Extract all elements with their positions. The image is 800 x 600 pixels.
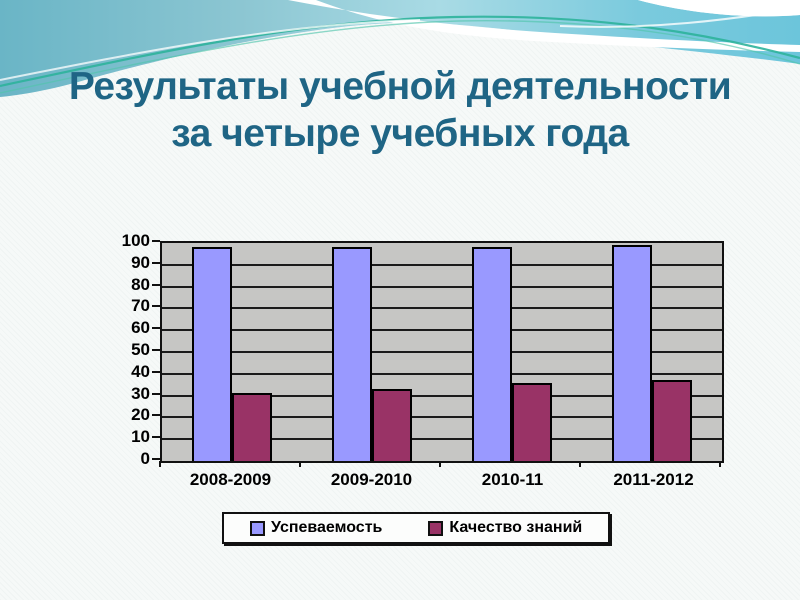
legend-label: Успеваемость (271, 519, 383, 536)
y-axis-tick (152, 458, 160, 460)
category-group (582, 243, 722, 461)
legend-swatch (250, 520, 265, 536)
legend-swatch (428, 520, 444, 536)
slide-title: Результаты учебной деятельности за четыр… (0, 64, 800, 158)
y-axis-tick (152, 349, 160, 351)
y-axis-tick-label: 80 (131, 274, 150, 294)
gridline (162, 372, 722, 375)
bar (472, 247, 512, 461)
y-axis-tick-label: 20 (131, 405, 150, 425)
x-axis-tick (439, 461, 441, 467)
category-group (302, 243, 442, 461)
wave-graphic (0, 0, 800, 97)
legend-item: Успеваемость (250, 519, 382, 537)
x-category-label: 2010-11 (481, 470, 544, 489)
legend-label: Качество знаний (449, 519, 583, 536)
gridline (162, 394, 722, 397)
x-axis-tick (579, 461, 581, 467)
y-axis-tick-label: 10 (131, 427, 150, 447)
green-accent-line-light (0, 20, 800, 94)
gridline (162, 263, 722, 266)
bar (612, 245, 652, 461)
bar (512, 382, 552, 461)
y-axis-tick (152, 327, 160, 330)
slide-title-line2: за четыре учебных года (171, 111, 629, 155)
y-axis-tick (152, 370, 160, 373)
bar (192, 247, 232, 461)
x-category-label: 2011-2012 (613, 470, 694, 489)
gridline (162, 438, 722, 441)
teal-band (0, 0, 800, 97)
y-axis-tick-label: 90 (131, 252, 150, 272)
category-group (442, 243, 582, 461)
white-accent-line-right (559, 7, 800, 28)
green-accent-line (0, 15, 800, 88)
legend-item: Качество знаний (428, 519, 582, 537)
y-axis-tick-label: 70 (131, 296, 150, 316)
y-axis-tick (152, 261, 160, 264)
y-axis-tick-label: 40 (131, 361, 150, 381)
bars-layer (162, 243, 722, 461)
y-axis-tick (152, 305, 160, 308)
legend-box: Успеваемость Качество знаний (222, 512, 611, 544)
y-axis-tick-label: 60 (131, 318, 150, 338)
x-axis-tick (719, 461, 721, 467)
gridline (162, 351, 722, 353)
white-swoosh (288, 0, 800, 52)
x-axis-labels: 2008-2009 2009-2010 2010-11 2011-2012 (160, 470, 724, 490)
wave-decoration (0, 0, 800, 170)
y-axis-tick-label: 50 (131, 340, 150, 359)
x-category-label: 2009-2010 (330, 470, 413, 489)
x-category-label: 2008-2009 (189, 470, 272, 489)
bar (232, 393, 272, 461)
bar (372, 389, 412, 461)
white-corner-wave (638, 0, 800, 17)
y-axis-tick-label: 0 (140, 449, 150, 468)
y-axis-tick (152, 283, 160, 286)
slide-title-line1: Результаты учебной деятельности (68, 65, 732, 108)
bar (332, 247, 372, 461)
y-axis-tick (152, 240, 160, 242)
y-axis-tick-label: 100 (121, 231, 150, 250)
y-axis-tick-label: 30 (131, 383, 150, 403)
gridline (162, 416, 722, 419)
y-axis-tick (152, 414, 160, 417)
x-axis-tick (299, 461, 301, 467)
y-axis-tick (152, 392, 160, 395)
gridline (162, 307, 722, 310)
white-accent-line (0, 19, 421, 81)
gridline (162, 285, 722, 288)
y-axis-tick (152, 436, 160, 439)
category-group (162, 243, 302, 461)
x-axis-tick (159, 461, 161, 467)
gridline (162, 329, 722, 332)
bar (652, 380, 692, 461)
plot-area (160, 241, 724, 463)
